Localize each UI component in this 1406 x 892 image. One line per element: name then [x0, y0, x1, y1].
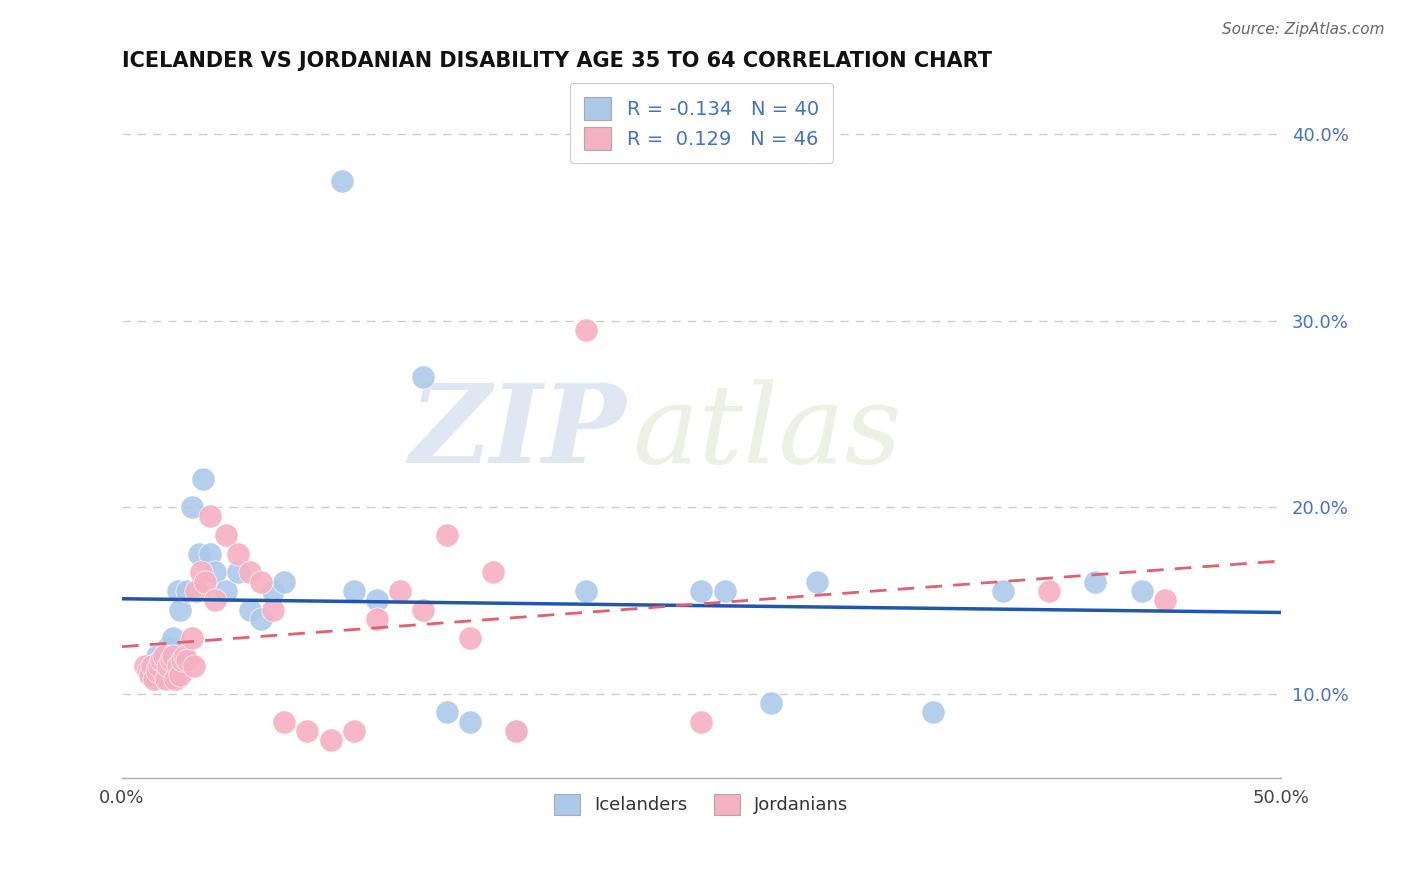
Point — [143, 672, 166, 686]
Point — [574, 584, 596, 599]
Point — [139, 668, 162, 682]
Point — [152, 653, 174, 667]
Point — [183, 658, 205, 673]
Point — [262, 584, 284, 599]
Point — [169, 603, 191, 617]
Point — [215, 584, 238, 599]
Point — [157, 658, 180, 673]
Point — [759, 696, 782, 710]
Point — [366, 612, 388, 626]
Point — [172, 653, 194, 667]
Point — [148, 668, 170, 682]
Point — [194, 574, 217, 589]
Point — [505, 723, 527, 738]
Point — [176, 653, 198, 667]
Point — [146, 665, 169, 679]
Point — [436, 528, 458, 542]
Point — [713, 584, 735, 599]
Point — [389, 584, 412, 599]
Point — [186, 584, 208, 599]
Point — [169, 668, 191, 682]
Legend: Icelanders, Jordanians: Icelanders, Jordanians — [546, 785, 858, 823]
Point — [343, 584, 366, 599]
Point — [574, 323, 596, 337]
Point — [141, 658, 163, 673]
Point — [146, 649, 169, 664]
Point — [297, 723, 319, 738]
Point — [162, 649, 184, 664]
Point — [505, 723, 527, 738]
Point — [166, 584, 188, 599]
Point — [198, 547, 221, 561]
Point — [180, 631, 202, 645]
Point — [148, 658, 170, 673]
Point — [141, 658, 163, 673]
Point — [176, 584, 198, 599]
Point — [690, 714, 713, 729]
Point — [215, 528, 238, 542]
Point — [250, 574, 273, 589]
Point — [155, 665, 177, 679]
Point — [165, 672, 187, 686]
Point — [226, 547, 249, 561]
Point — [155, 672, 177, 686]
Point — [204, 566, 226, 580]
Point — [166, 658, 188, 673]
Point — [173, 649, 195, 664]
Point — [204, 593, 226, 607]
Point — [159, 653, 181, 667]
Point — [366, 593, 388, 607]
Point — [412, 369, 434, 384]
Text: atlas: atlas — [631, 379, 901, 486]
Point — [180, 500, 202, 515]
Point — [190, 566, 212, 580]
Point — [991, 584, 1014, 599]
Point — [134, 658, 156, 673]
Point — [458, 714, 481, 729]
Point — [136, 665, 159, 679]
Text: ZIP: ZIP — [409, 379, 626, 486]
Point — [330, 174, 353, 188]
Point — [412, 603, 434, 617]
Point — [238, 603, 260, 617]
Point — [162, 631, 184, 645]
Point — [250, 612, 273, 626]
Point — [191, 472, 214, 486]
Point — [262, 603, 284, 617]
Point — [157, 640, 180, 654]
Text: Source: ZipAtlas.com: Source: ZipAtlas.com — [1222, 22, 1385, 37]
Point — [1154, 593, 1177, 607]
Point — [273, 574, 295, 589]
Point — [165, 658, 187, 673]
Point — [238, 566, 260, 580]
Point — [150, 653, 173, 667]
Point — [482, 566, 505, 580]
Point — [1084, 574, 1107, 589]
Point — [922, 706, 945, 720]
Point — [458, 631, 481, 645]
Point — [319, 733, 342, 747]
Point — [1130, 584, 1153, 599]
Point — [226, 566, 249, 580]
Point — [1038, 584, 1060, 599]
Text: ICELANDER VS JORDANIAN DISABILITY AGE 35 TO 64 CORRELATION CHART: ICELANDER VS JORDANIAN DISABILITY AGE 35… — [122, 51, 993, 70]
Point — [436, 706, 458, 720]
Point — [152, 649, 174, 664]
Point — [198, 509, 221, 524]
Point — [806, 574, 828, 589]
Point — [187, 547, 209, 561]
Point — [273, 714, 295, 729]
Point — [159, 653, 181, 667]
Point — [343, 723, 366, 738]
Point — [150, 658, 173, 673]
Point — [690, 584, 713, 599]
